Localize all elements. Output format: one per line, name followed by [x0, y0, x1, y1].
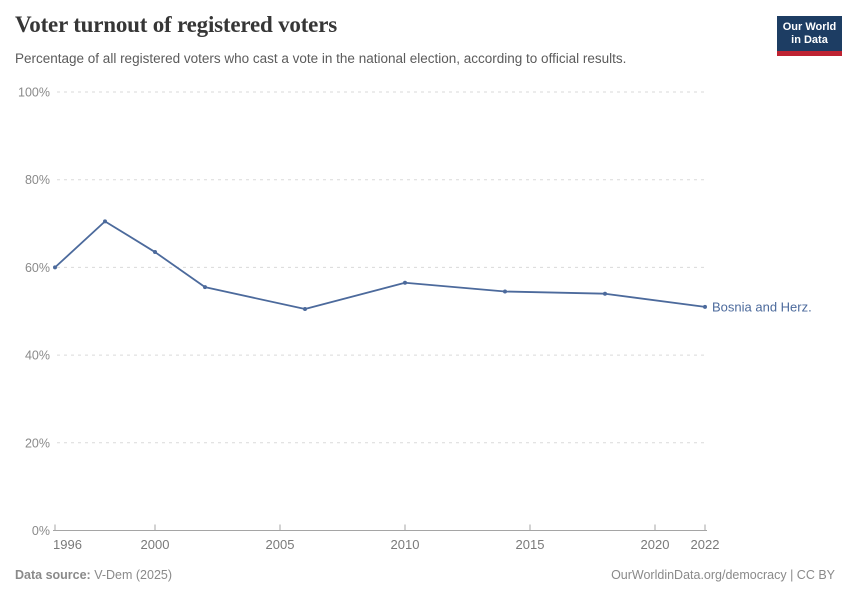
x-axis-tick-label: 2015 [516, 537, 545, 552]
footer-credit-link[interactable]: OurWorldinData.org/democracy | CC BY [611, 568, 835, 582]
x-axis-tick-label: 2020 [641, 537, 670, 552]
y-axis-tick-label: 40% [25, 349, 50, 363]
data-point[interactable] [703, 304, 707, 309]
y-axis-tick-label: 20% [25, 436, 50, 450]
data-point[interactable] [403, 280, 407, 285]
chart-subtitle: Percentage of all registered voters who … [15, 51, 627, 66]
x-axis-tick-label: 2010 [391, 537, 420, 552]
owid-logo-line1: Our World [782, 21, 837, 33]
data-point[interactable] [103, 219, 107, 224]
data-point[interactable] [603, 291, 607, 296]
series-label[interactable]: Bosnia and Herz. [712, 299, 812, 314]
data-source-value: V-Dem (2025) [90, 568, 173, 582]
data-point[interactable] [203, 285, 207, 290]
x-axis-tick-label: 2000 [141, 537, 170, 552]
chart-title: Voter turnout of registered voters [15, 12, 337, 37]
footer-data-source: Data source: V-Dem (2025) [15, 568, 172, 582]
owid-logo-line2: in Data [791, 34, 828, 46]
data-point[interactable] [53, 265, 57, 270]
y-axis-tick-label: 60% [25, 261, 50, 275]
data-source-label: Data source: [15, 568, 91, 582]
data-point[interactable] [503, 289, 507, 294]
data-point[interactable] [303, 307, 307, 312]
x-axis-tick-label: 2022 [691, 537, 720, 552]
data-point[interactable] [153, 250, 157, 255]
trend-line[interactable] [54, 220, 706, 310]
x-axis-tick-label: 1996 [53, 537, 82, 552]
y-axis-tick-label: 100% [18, 86, 50, 100]
owid-logo[interactable]: Our World in Data [777, 16, 842, 56]
y-axis-tick-label: 0% [32, 524, 50, 538]
y-axis-tick-label: 80% [25, 173, 50, 187]
x-axis-tick-label: 2005 [266, 537, 295, 552]
